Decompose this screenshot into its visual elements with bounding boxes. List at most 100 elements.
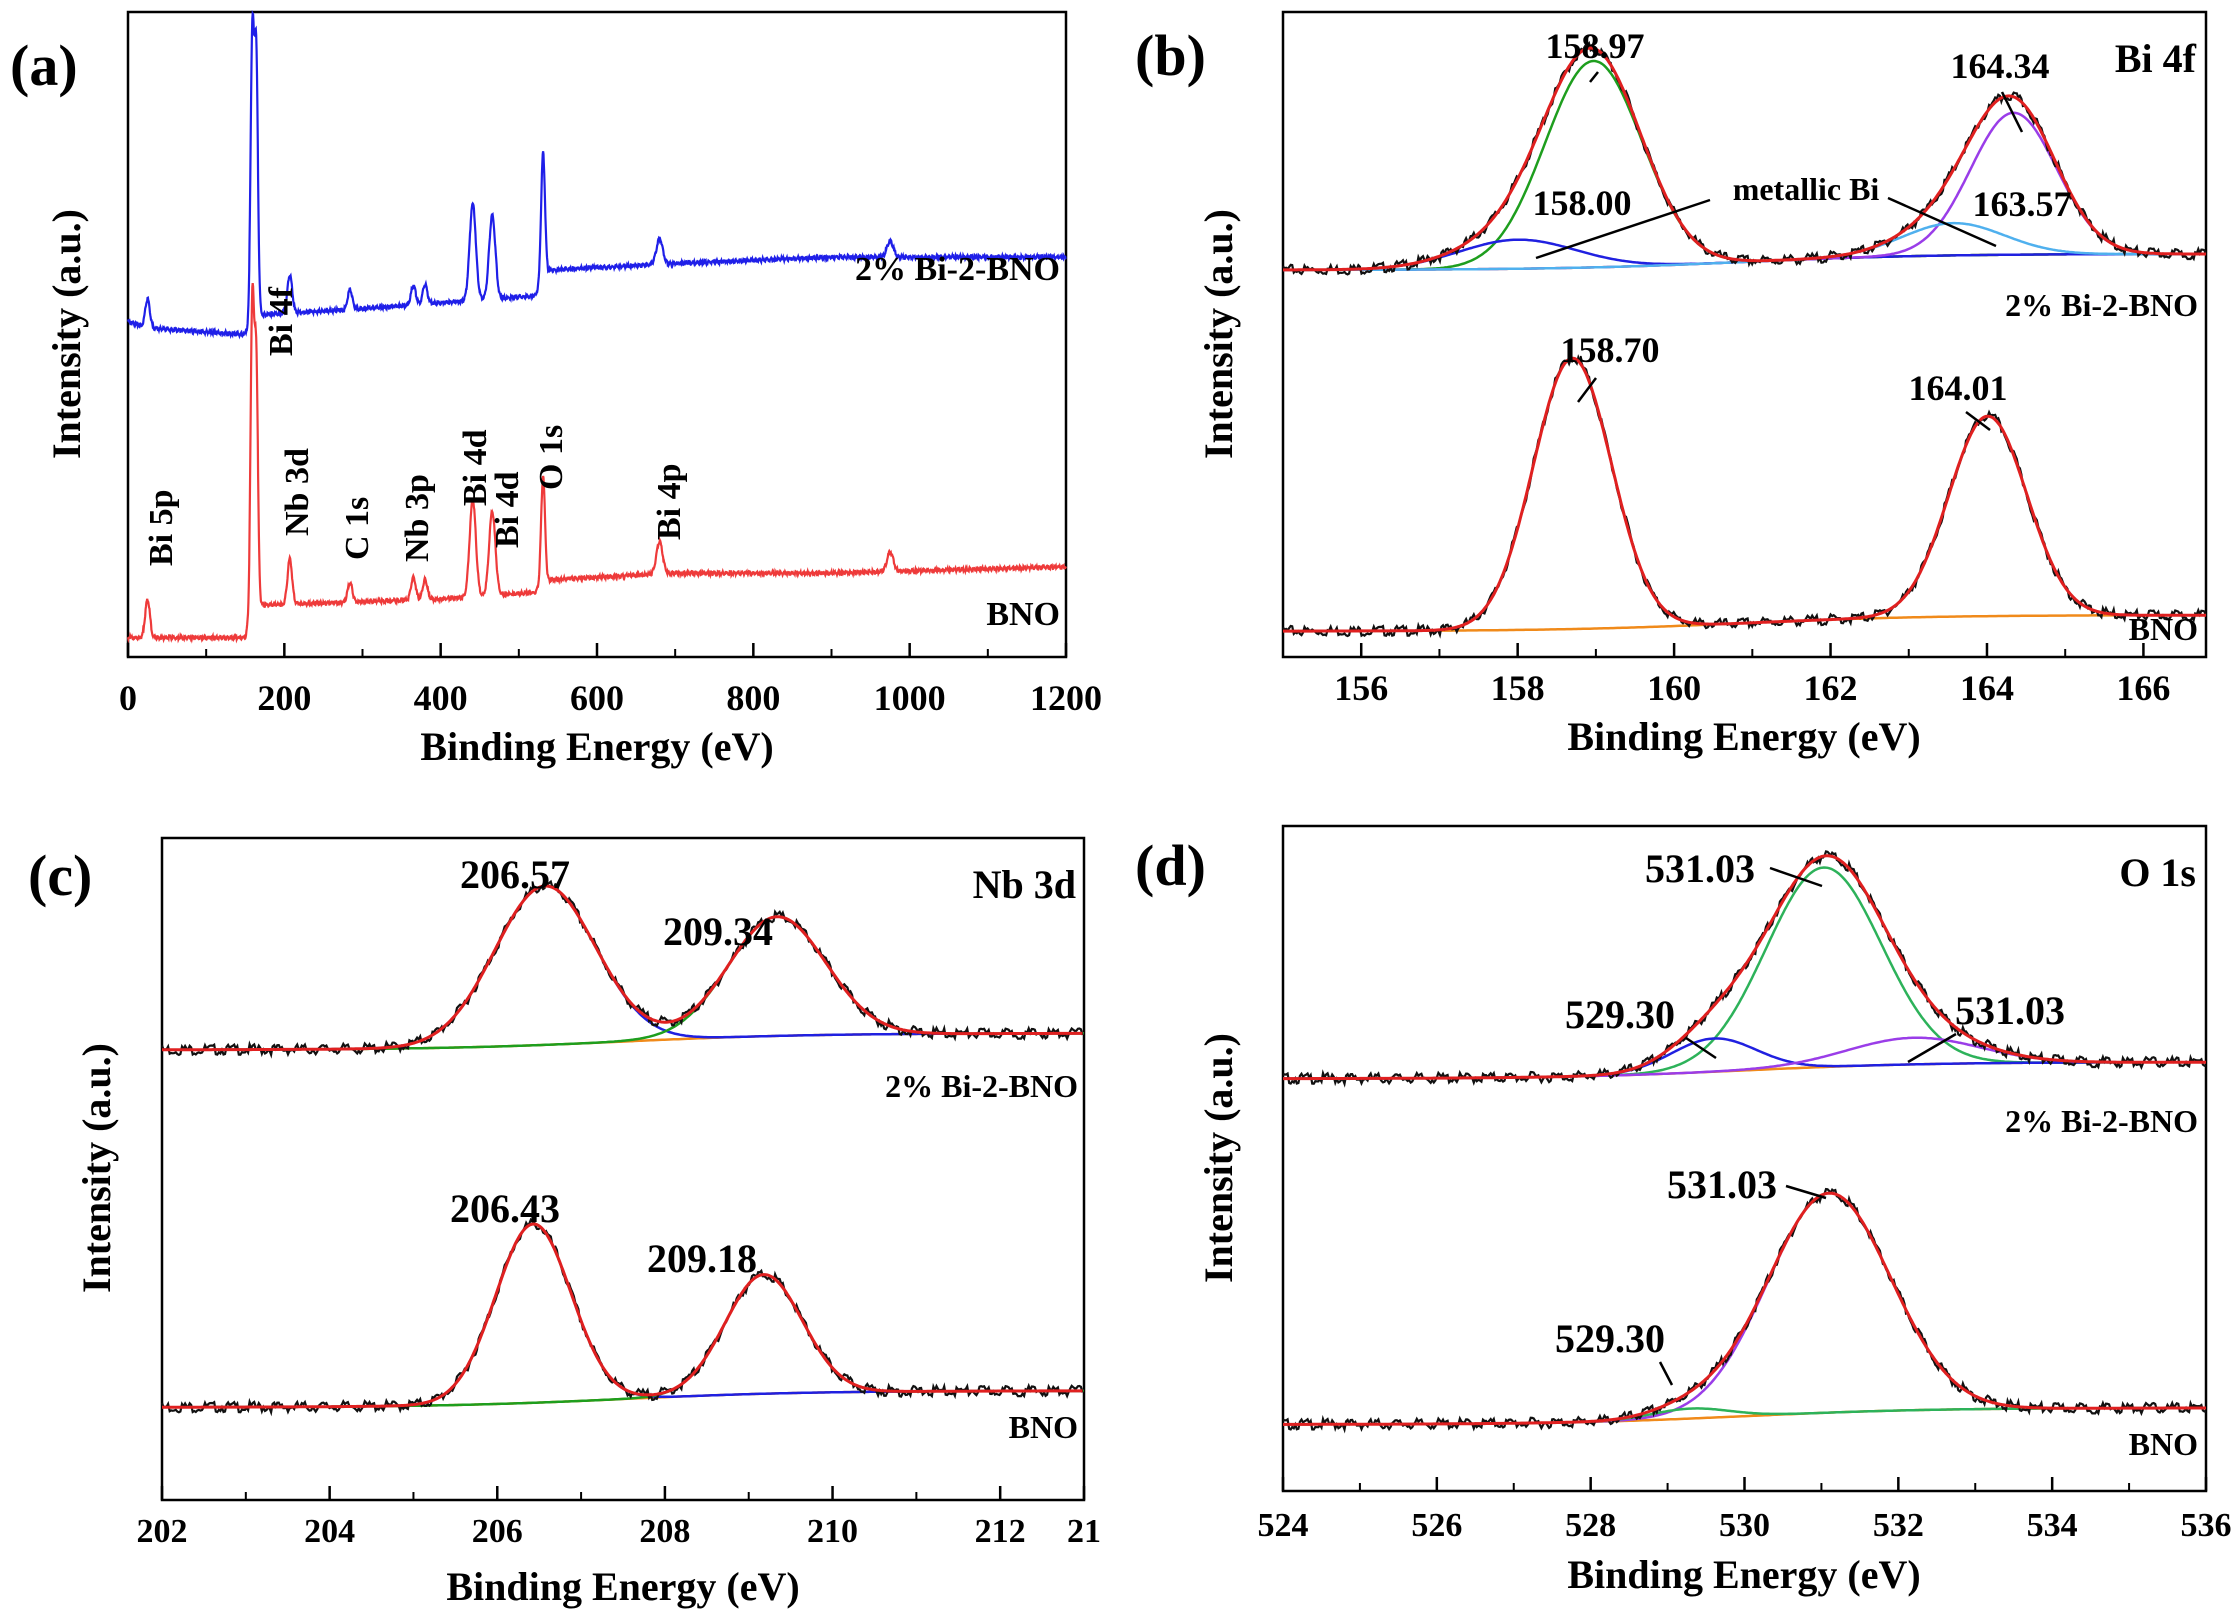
annotation-o1s: O 1s	[533, 425, 570, 490]
x-tick-label-b: 166	[2116, 668, 2170, 708]
arrow-b-15870	[1577, 377, 1597, 403]
x-tick-label-c: 212	[975, 1513, 1026, 1550]
arrow-b-16434	[2000, 91, 2024, 133]
peak-label-d-52930-top: 529.30	[1565, 992, 1675, 1037]
series-label-a-bottom: BNO	[986, 596, 1060, 633]
x-tick-label-a: 200	[257, 678, 311, 718]
raw-data-line-c-top	[160, 879, 1084, 1059]
axes-frame-d	[1281, 824, 2208, 1493]
arrow-d-52930-bottom	[1658, 1361, 1674, 1386]
arrow-b-metallic-1	[1535, 198, 1711, 260]
fit-envelope-line-d-bottom	[1283, 1191, 2206, 1426]
arrows-d	[1658, 866, 1957, 1386]
annotation-c1s: C 1s	[339, 497, 376, 560]
axes-frame-c	[160, 836, 1086, 1502]
peak-label-d-53103-top: 531.03	[1645, 846, 1755, 891]
x-axis-label-a: Binding Energy (eV)	[420, 724, 773, 769]
element-label-b: Bi 4f	[2115, 36, 2197, 81]
series-label-b-top: 2% Bi-2-BNO	[2005, 287, 2198, 323]
arrow-b-15897	[1589, 71, 1599, 83]
x-tick-label-a: 1000	[874, 678, 946, 718]
peak-label-b-16357: 163.57	[1973, 184, 2072, 224]
x-tick-label-c: 202	[137, 1513, 188, 1550]
fit-envelope-line-c-bottom	[162, 1222, 1083, 1409]
x-tick-label-b: 162	[1804, 668, 1858, 708]
arrow-b-metallic-2	[1887, 196, 1997, 248]
x-tick-label-b: 156	[1334, 668, 1388, 708]
series-label-d-top: 2% Bi-2-BNO	[2005, 1103, 2198, 1139]
x-axis-label-b: Binding Energy (eV)	[1567, 714, 1920, 759]
x-tick-label-b: 158	[1491, 668, 1545, 708]
raw-data-line-c-bottom	[160, 1217, 1084, 1417]
fit-envelope-line-b-bottom	[1283, 356, 2206, 633]
annotation-bi4p: Bi 4p	[651, 463, 688, 540]
x-tick-label-d: 530	[1719, 1507, 1770, 1544]
raw-data-line-b-top	[1282, 40, 2208, 276]
x-tick-label-c: 204	[304, 1513, 355, 1550]
annotation-nb3d: Nb 3d	[279, 448, 316, 536]
panel-c: (c) Nb 3d 202 204 206 208 210 212 21 Binding E…	[28, 836, 1101, 1609]
peak-label-c-20918: 209.18	[647, 1236, 757, 1281]
series-label-c-bottom: BNO	[1009, 1409, 1078, 1445]
x-tick-label-d: 528	[1565, 1507, 1616, 1544]
series-label-c-top: 2% Bi-2-BNO	[885, 1068, 1078, 1104]
x-tick-label-a: 400	[414, 678, 468, 718]
peak-label-b-15870: 158.70	[1561, 330, 1660, 370]
survey-line-bno	[126, 282, 1067, 644]
arrow-d-53103-top	[1769, 866, 1823, 888]
fit-envelope-line-b-top	[1283, 46, 2206, 272]
x-tick-label-d: 526	[1411, 1507, 1462, 1544]
component-line-c-top-0	[162, 884, 1084, 1051]
fit-envelope-line-c-top	[162, 884, 1083, 1052]
y-axis-label-a: Intensity (a.u.)	[44, 209, 89, 459]
arrow-d-53103-bottom	[1785, 1184, 1827, 1200]
panel-a: (a) 0 200 400 600 800 1000 1200 Binding Energy…	[10, 9, 1102, 769]
annotation-nb3p: Nb 3p	[399, 474, 436, 562]
peak-label-d-53103-side: 531.03	[1955, 988, 2065, 1033]
panel-label-c: (c)	[28, 843, 92, 908]
panel-label-d: (d)	[1135, 833, 1206, 898]
y-axis-label-c: Intensity (a.u.)	[74, 1043, 119, 1293]
x-tick-label-b: 164	[1960, 668, 2014, 708]
survey-line-bi-bno	[126, 9, 1067, 340]
arrows-b	[1535, 71, 2024, 431]
annotation-bi5p: Bi 5p	[143, 489, 180, 566]
component-line-b-top-1	[1283, 238, 2206, 272]
component-line-b-top-0	[1283, 59, 2206, 272]
arrow-b-16401	[1965, 411, 1991, 431]
panel-d: (d) O 1s 524 526 528 530 532 534 536 Binding E…	[1135, 824, 2232, 1597]
peak-label-d-53103-bottom: 531.03	[1667, 1162, 1777, 1207]
peak-label-c-20643: 206.43	[450, 1186, 560, 1231]
x-tick-label-c: 206	[472, 1513, 523, 1550]
peak-label-c-20934: 209.34	[663, 909, 773, 954]
panel-label-a: (a)	[10, 33, 78, 98]
panel-label-b: (b)	[1135, 23, 1206, 88]
x-tick-label-d: 532	[1873, 1507, 1924, 1544]
component-line-d-bottom-0	[1283, 1191, 2205, 1426]
annotation-bi4d-2: Bi 4d	[489, 471, 526, 548]
y-axis-label-b: Intensity (a.u.)	[1196, 209, 1241, 459]
peak-label-b-15800: 158.00	[1533, 183, 1632, 223]
raw-data-line-d-bottom	[1282, 1187, 2207, 1434]
axes-frame-b	[1281, 10, 2208, 659]
annotation-bi4f: Bi 4f	[263, 286, 300, 356]
x-tick-label-c: 208	[639, 1513, 690, 1550]
component-line-c-top-1	[162, 915, 1084, 1051]
x-tick-label-d: 536	[2181, 1507, 2232, 1544]
series-label-b-bottom: BNO	[2129, 611, 2198, 647]
x-tick-label-a: 600	[570, 678, 624, 718]
annotation-metallic-bi: metallic Bi	[1733, 171, 1880, 207]
x-tick-label-c: 210	[807, 1513, 858, 1550]
x-tick-label-d: 524	[1258, 1507, 1309, 1544]
peak-label-c-20657: 206.57	[460, 852, 570, 897]
x-tick-label-c: 21	[1067, 1513, 1101, 1550]
peak-label-b-15897: 158.97	[1546, 26, 1645, 66]
component-line-b-top-3	[1283, 221, 2206, 272]
x-tick-label-a: 1200	[1030, 678, 1102, 718]
arrow-d-52930-top	[1685, 1036, 1717, 1060]
series-label-a-top: 2% Bi-2-BNO	[855, 251, 1060, 288]
x-tick-label-a: 0	[119, 678, 137, 718]
x-tick-label-d: 534	[2027, 1507, 2078, 1544]
x-axis-label-d: Binding Energy (eV)	[1567, 1552, 1920, 1597]
